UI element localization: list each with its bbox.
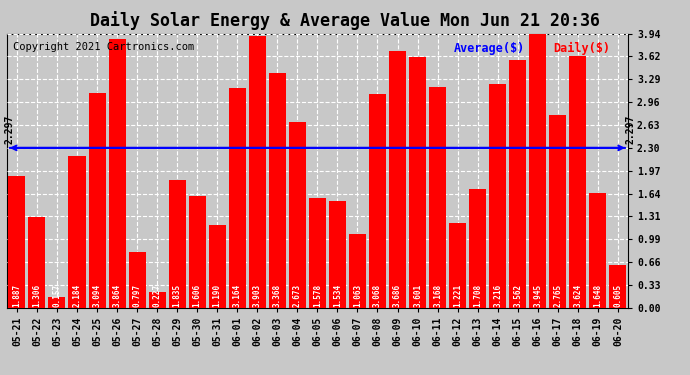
Bar — [168, 180, 186, 308]
Text: 3.686: 3.686 — [393, 284, 402, 307]
Bar — [349, 234, 366, 308]
Bar — [489, 84, 506, 308]
Text: 3.094: 3.094 — [92, 284, 101, 307]
Bar — [148, 292, 166, 308]
Bar — [529, 33, 546, 308]
Bar — [88, 93, 106, 308]
Text: 1.835: 1.835 — [172, 284, 181, 307]
Bar — [469, 189, 486, 308]
Text: 1.221: 1.221 — [453, 284, 462, 307]
Text: 1.708: 1.708 — [473, 284, 482, 307]
Bar — [449, 223, 466, 308]
Text: Average($): Average($) — [454, 42, 525, 55]
Bar — [589, 193, 607, 308]
Text: 2.673: 2.673 — [293, 284, 302, 307]
Text: 3.216: 3.216 — [493, 284, 502, 307]
Bar — [48, 297, 66, 307]
Bar — [249, 36, 266, 308]
Text: 3.068: 3.068 — [373, 284, 382, 307]
Text: Daily Solar Energy & Average Value Mon Jun 21 20:36: Daily Solar Energy & Average Value Mon J… — [90, 11, 600, 30]
Bar — [289, 122, 306, 308]
Text: 3.945: 3.945 — [533, 284, 542, 307]
Text: Daily($): Daily($) — [553, 42, 611, 55]
Text: 1.306: 1.306 — [32, 284, 41, 307]
Bar — [108, 39, 126, 308]
Text: 3.601: 3.601 — [413, 284, 422, 307]
Bar — [389, 51, 406, 308]
Text: 0.157: 0.157 — [52, 284, 61, 307]
Bar — [549, 116, 566, 308]
Text: 1.534: 1.534 — [333, 284, 342, 307]
Text: 3.164: 3.164 — [233, 284, 241, 307]
Text: 0.227: 0.227 — [152, 284, 161, 307]
Bar — [229, 88, 246, 308]
Bar — [269, 74, 286, 308]
Text: 1.190: 1.190 — [213, 284, 221, 307]
Bar — [329, 201, 346, 308]
Bar — [509, 60, 526, 308]
Bar — [128, 252, 146, 308]
Text: 3.368: 3.368 — [273, 284, 282, 307]
Bar — [409, 57, 426, 308]
Bar — [68, 156, 86, 308]
Bar — [369, 94, 386, 308]
Bar — [28, 217, 46, 308]
Text: 0.605: 0.605 — [613, 284, 622, 307]
Text: 1.063: 1.063 — [353, 284, 362, 307]
Text: 3.168: 3.168 — [433, 284, 442, 307]
Text: 2.765: 2.765 — [553, 284, 562, 307]
Text: Copyright 2021 Cartronics.com: Copyright 2021 Cartronics.com — [13, 42, 195, 52]
Text: 1.606: 1.606 — [193, 284, 201, 307]
Text: 1.887: 1.887 — [12, 284, 21, 307]
Text: 3.903: 3.903 — [253, 284, 262, 307]
Text: 0.797: 0.797 — [132, 284, 141, 307]
Bar — [569, 56, 586, 308]
Bar — [609, 266, 627, 308]
Text: 3.562: 3.562 — [513, 284, 522, 307]
Bar — [8, 176, 26, 308]
Text: 2.297: 2.297 — [626, 115, 636, 144]
Text: 3.624: 3.624 — [573, 284, 582, 307]
Text: 1.648: 1.648 — [593, 284, 602, 307]
Bar — [429, 87, 446, 308]
Text: 3.864: 3.864 — [112, 284, 121, 307]
Bar — [188, 196, 206, 308]
Text: 2.297: 2.297 — [5, 115, 15, 144]
Text: 2.184: 2.184 — [72, 284, 81, 307]
Bar — [309, 198, 326, 308]
Text: 1.578: 1.578 — [313, 284, 322, 307]
Bar — [208, 225, 226, 308]
